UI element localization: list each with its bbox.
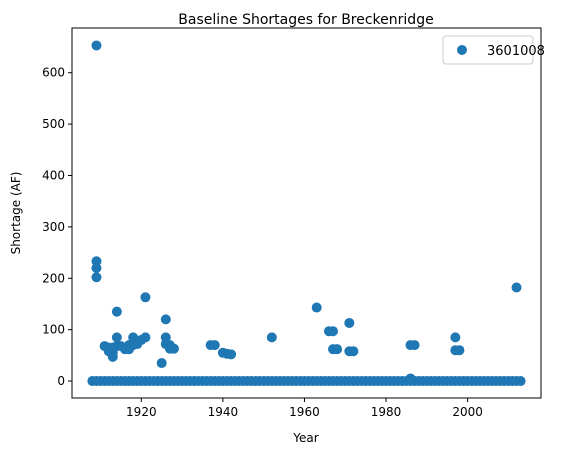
legend: 3601008 [442, 35, 545, 65]
data-point [344, 317, 355, 328]
data-point [348, 346, 359, 357]
data-point [111, 332, 122, 343]
axes-frame [71, 27, 542, 399]
data-point [91, 272, 102, 283]
x-tick-label: 1920 [126, 405, 157, 419]
data-point [156, 358, 167, 369]
data-point [140, 292, 151, 303]
y-tick-label: 0 [57, 374, 65, 388]
data-point [168, 343, 179, 354]
data-point [328, 326, 339, 337]
data-point [454, 345, 465, 356]
data-point [266, 332, 277, 343]
data-point [511, 282, 522, 293]
data-point [332, 344, 343, 355]
y-axis-label: Shortage (AF) [9, 172, 23, 255]
data-point [226, 349, 237, 360]
plot-area [71, 27, 542, 399]
points-layer [87, 40, 526, 387]
data-point [405, 373, 416, 384]
x-tick-label: 2000 [452, 405, 483, 419]
legend-label: 3601008 [487, 44, 545, 59]
y-tick-label: 600 [42, 66, 65, 80]
x-tick-label: 1980 [371, 405, 402, 419]
x-axis-label: Year [292, 431, 318, 445]
data-point [209, 340, 220, 351]
data-point [160, 314, 171, 325]
data-point [91, 262, 102, 273]
legend-marker [457, 45, 467, 55]
data-point [450, 332, 461, 343]
y-tick-label: 500 [42, 117, 65, 131]
chart-title: Baseline Shortages for Breckenridge [178, 12, 433, 28]
data-point [409, 340, 420, 351]
y-tick-label: 300 [42, 220, 65, 234]
data-point-zero [515, 376, 526, 387]
y-tick-label: 400 [42, 168, 65, 182]
x-tick-label: 1960 [289, 405, 320, 419]
x-tick-label: 1940 [208, 405, 239, 419]
data-point [91, 40, 102, 51]
x-axis-ticks: 1920 1940 1960 1980 2000 [126, 398, 483, 419]
legend-box [442, 35, 534, 65]
data-point [140, 332, 151, 343]
y-tick-label: 200 [42, 271, 65, 285]
data-point [311, 302, 322, 313]
y-axis-ticks: 0 100 200 300 400 500 600 [42, 66, 72, 388]
data-point [111, 306, 122, 317]
y-tick-label: 100 [42, 323, 65, 337]
